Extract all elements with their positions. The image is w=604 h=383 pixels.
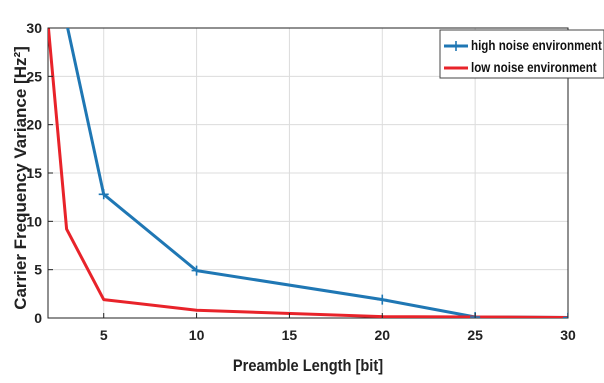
legend-box [439, 29, 604, 79]
data-point-marker [65, 28, 68, 29]
data-point-marker [191, 265, 202, 276]
y-axis-label: Carrier Frequency Variance [Hz²] [11, 46, 30, 310]
y-axis-ticks: 0 5 10 15 20 25 30 [26, 20, 53, 326]
x-tick-label: 10 [189, 327, 205, 343]
legend-label: high noise environment [471, 38, 603, 53]
y-tick-label: 15 [26, 165, 42, 181]
data-point-marker [377, 294, 388, 305]
x-tick-label: 20 [374, 327, 390, 343]
x-axis-label: Preamble Length [bit] [233, 357, 383, 375]
y-tick-label: 30 [26, 20, 42, 36]
x-axis-ticks: 5 10 15 20 25 30 [100, 313, 576, 343]
legend: high noise environment low noise environm… [439, 29, 604, 79]
x-tick-label: 30 [560, 327, 576, 343]
data-point-marker [98, 189, 109, 200]
y-tick-label: 5 [34, 262, 42, 278]
legend-marker [451, 41, 461, 51]
x-tick-label: 15 [282, 327, 298, 343]
legend-label: low noise environment [471, 60, 597, 75]
data-point-marker [563, 312, 568, 318]
x-tick-label: 5 [100, 327, 108, 343]
y-tick-label: 20 [26, 117, 42, 133]
y-tick-label: 25 [26, 68, 42, 84]
y-tick-label: 10 [26, 213, 42, 229]
y-tick-label: 0 [34, 310, 42, 326]
x-tick-label: 25 [467, 327, 483, 343]
